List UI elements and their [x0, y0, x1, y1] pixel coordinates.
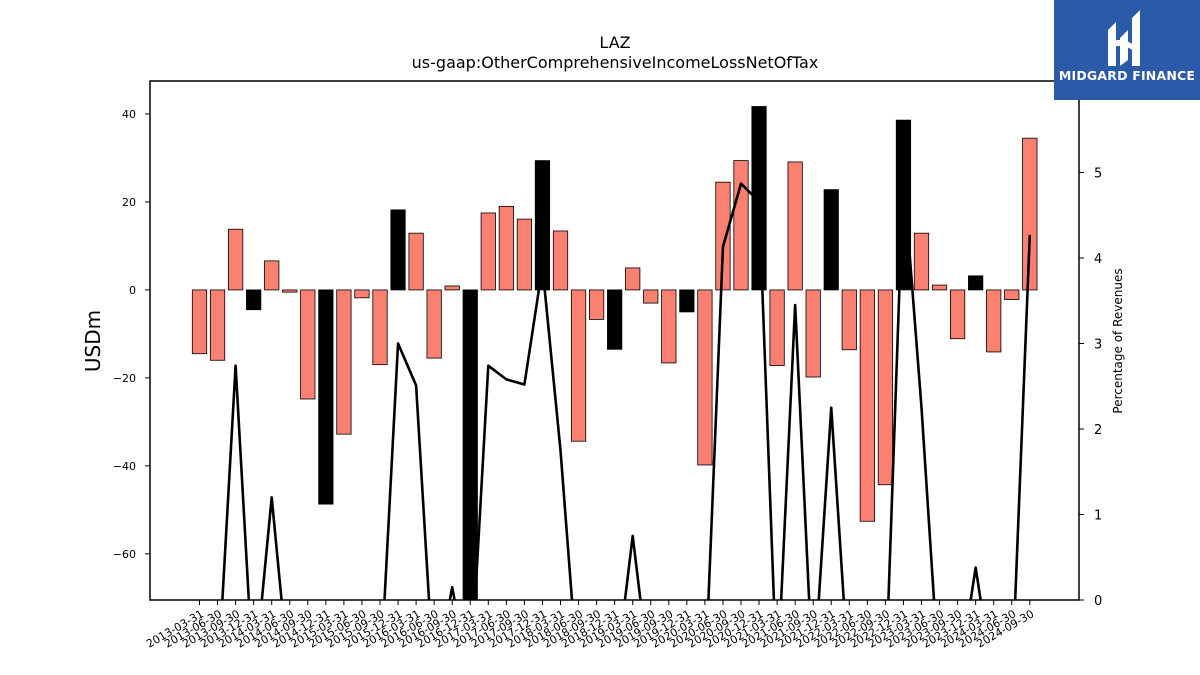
bar-2016-03-31 — [408, 232, 424, 291]
bar-2016-12-31 — [462, 289, 478, 600]
bar-2016-09-30 — [444, 285, 460, 291]
bar-2023-09-30 — [950, 289, 966, 340]
bar-2024-09-30 — [1022, 137, 1038, 291]
bar-2022-09-30 — [877, 289, 894, 486]
y-tick-label: 20 — [122, 196, 136, 209]
y2-tick-label: 0 — [1094, 594, 1102, 609]
y-tick-label: −40 — [113, 460, 136, 473]
bar-2013-09-30 — [227, 228, 244, 291]
brand-logo-text: MIDGARD FINANCE — [1058, 68, 1196, 83]
bar-2017-06-30 — [498, 205, 514, 291]
bar-2023-03-31 — [913, 232, 930, 291]
y2-tick-label: 3 — [1094, 337, 1102, 352]
bar-2016-06-30 — [426, 289, 442, 359]
bar-2024-06-30 — [1004, 289, 1020, 301]
bar-2021-12-31 — [823, 189, 839, 291]
bar-2021-06-30 — [787, 161, 803, 291]
y2-tick-label: 1 — [1094, 508, 1102, 523]
y-tick-label: −60 — [113, 548, 136, 561]
bar-2022-06-30 — [859, 289, 875, 522]
bar-2020-09-30 — [733, 160, 749, 291]
y-axis-ticks: −60 −40 −20 0 20 40 — [113, 108, 150, 561]
bar-2018-06-30 — [570, 289, 587, 442]
bar-2018-03-31 — [552, 230, 569, 291]
bar-2020-03-31 — [697, 289, 713, 466]
bar-2022-03-31 — [841, 289, 857, 351]
bar-2019-03-31 — [625, 267, 641, 291]
chart-title: LAZ — [599, 33, 630, 52]
bar-2014-12-31 — [318, 289, 334, 505]
y2-tick-label: 2 — [1094, 423, 1102, 438]
bar-2017-03-31 — [480, 212, 496, 291]
bar-2013-03-31 — [191, 289, 208, 355]
bar-2017-09-30 — [516, 218, 533, 291]
bar-2024-03-31 — [986, 289, 1002, 353]
y2-tick-label: 4 — [1094, 252, 1102, 267]
bar-2015-03-31 — [336, 289, 352, 435]
bar-2023-06-30 — [931, 284, 948, 291]
bar-2013-06-30 — [209, 289, 226, 361]
bar-2021-09-30 — [805, 289, 821, 378]
chart-subtitle: us-gaap:OtherComprehensiveIncomeLossNetO… — [412, 53, 819, 72]
y2-tick-label: 5 — [1094, 166, 1102, 181]
bar-2018-12-31 — [607, 289, 623, 350]
bar-2013-12-31 — [246, 289, 262, 311]
y2-axis-label: Percentage of Revenues — [1111, 268, 1125, 413]
bar-2019-06-30 — [643, 289, 659, 304]
bar-2023-12-31 — [968, 275, 984, 291]
bar-2014-03-31 — [264, 260, 280, 291]
midgard-logo-icon — [1108, 10, 1140, 66]
bar-2015-12-31 — [390, 209, 406, 291]
y-tick-label: 40 — [122, 108, 136, 121]
y-tick-label: 0 — [129, 284, 136, 297]
bar-2014-09-30 — [300, 289, 316, 400]
bar-2017-12-31 — [534, 160, 551, 291]
y-axis-label: USDm — [81, 310, 105, 372]
bar-2019-12-31 — [679, 289, 695, 313]
bar-2019-09-30 — [661, 289, 677, 364]
x-axis-ticks: 2013-03-312013-06-302013-09-302013-12-31… — [144, 600, 1036, 651]
line-layer — [221, 172, 1032, 600]
bar-2021-03-31 — [769, 289, 785, 366]
bar-2015-09-30 — [372, 289, 388, 366]
bar-2018-09-30 — [589, 289, 605, 320]
y2-axis-ticks: 0 1 2 3 4 5 — [1079, 166, 1102, 609]
brand-logo: MIDGARD FINANCE — [1054, 0, 1200, 100]
bar-2020-12-31 — [751, 106, 767, 291]
pct-revenues-line — [221, 172, 1032, 600]
bar-2020-06-30 — [715, 181, 731, 291]
bars-layer — [191, 106, 1038, 600]
y-tick-label: −20 — [113, 372, 136, 385]
bar-2014-06-30 — [282, 289, 298, 293]
bar-2015-06-30 — [354, 289, 370, 299]
